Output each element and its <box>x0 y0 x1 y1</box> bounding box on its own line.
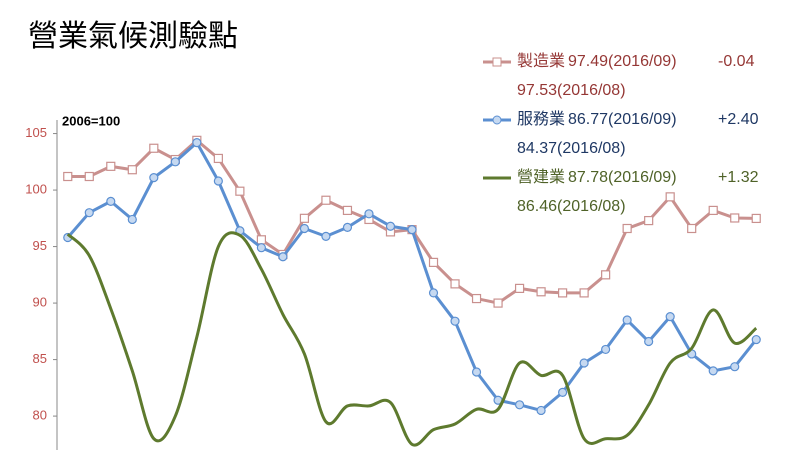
point-marker <box>256 235 266 245</box>
point-marker <box>622 223 632 234</box>
point-marker <box>321 231 331 242</box>
legend-name: 製造業 <box>517 52 565 70</box>
y-tick-label: 105 <box>25 125 47 140</box>
point-marker <box>665 192 675 202</box>
point-marker <box>644 336 654 347</box>
point-marker <box>106 161 116 171</box>
base-note: 2006=100 <box>62 113 120 128</box>
point-marker <box>450 316 460 326</box>
point-marker <box>127 165 137 175</box>
point-marker <box>644 215 654 226</box>
point-marker <box>536 287 546 297</box>
point-marker <box>493 298 503 308</box>
legend-change: +1.32 <box>718 169 759 186</box>
point-marker <box>708 366 718 376</box>
point-marker <box>385 221 396 231</box>
point-marker <box>730 213 740 223</box>
series-line <box>66 231 758 447</box>
y-tick-label: 90 <box>33 295 47 310</box>
point-marker <box>687 223 697 234</box>
point-marker <box>213 153 223 164</box>
point-marker <box>149 143 159 153</box>
point-marker <box>170 157 180 167</box>
legend-change: -0.04 <box>718 53 755 70</box>
point-marker <box>278 252 288 262</box>
point-marker <box>730 362 740 372</box>
point-marker <box>299 213 310 223</box>
point-marker <box>235 186 245 196</box>
point-marker <box>321 195 331 205</box>
legend-current: 87.78(2016/09) <box>568 169 677 186</box>
point-marker <box>149 173 159 183</box>
point-marker <box>213 176 223 186</box>
point-marker <box>84 171 94 182</box>
point-marker <box>514 283 525 293</box>
point-marker <box>601 344 611 355</box>
point-marker <box>514 400 525 410</box>
point-marker <box>558 387 568 397</box>
legend-name: 營建業 <box>517 168 565 186</box>
legend-marker <box>492 115 502 125</box>
legend-marker <box>492 57 502 67</box>
point-marker <box>342 222 353 232</box>
point-marker <box>299 223 310 234</box>
point-marker <box>622 315 632 325</box>
legend-previous: 97.53(2016/08) <box>517 82 626 99</box>
point-marker <box>256 243 266 253</box>
legend-previous: 84.37(2016/08) <box>517 140 626 157</box>
chart-title: 營業氣候測驗點 <box>28 20 238 53</box>
point-marker <box>708 205 718 216</box>
point-marker <box>106 196 116 206</box>
point-marker <box>601 270 611 280</box>
point-marker <box>751 213 761 224</box>
point-marker <box>450 279 460 289</box>
legend-previous: 86.46(2016/08) <box>517 198 626 215</box>
point-marker <box>471 367 482 377</box>
point-marker <box>127 214 137 225</box>
legend-current: 97.49(2016/09) <box>568 53 677 70</box>
point-marker <box>84 208 94 218</box>
point-marker <box>536 405 546 416</box>
y-tick-label: 100 <box>25 182 47 197</box>
point-marker <box>364 209 374 219</box>
point-marker <box>192 138 202 148</box>
legend-name: 服務業 <box>517 110 565 128</box>
point-marker <box>342 205 353 216</box>
y-tick-label: 80 <box>33 408 47 423</box>
point-marker <box>428 288 439 298</box>
y-tick-label: 95 <box>33 238 47 253</box>
y-tick-label: 85 <box>33 351 47 366</box>
point-marker <box>579 288 589 298</box>
point-marker <box>428 257 439 267</box>
point-marker <box>751 334 761 345</box>
legend-change: +2.40 <box>718 111 759 128</box>
point-marker <box>579 358 589 368</box>
point-marker <box>407 225 417 235</box>
point-marker <box>471 293 482 304</box>
point-marker <box>558 288 568 298</box>
point-marker <box>63 171 73 182</box>
legend-current: 86.77(2016/09) <box>568 111 677 128</box>
point-marker <box>665 312 675 322</box>
